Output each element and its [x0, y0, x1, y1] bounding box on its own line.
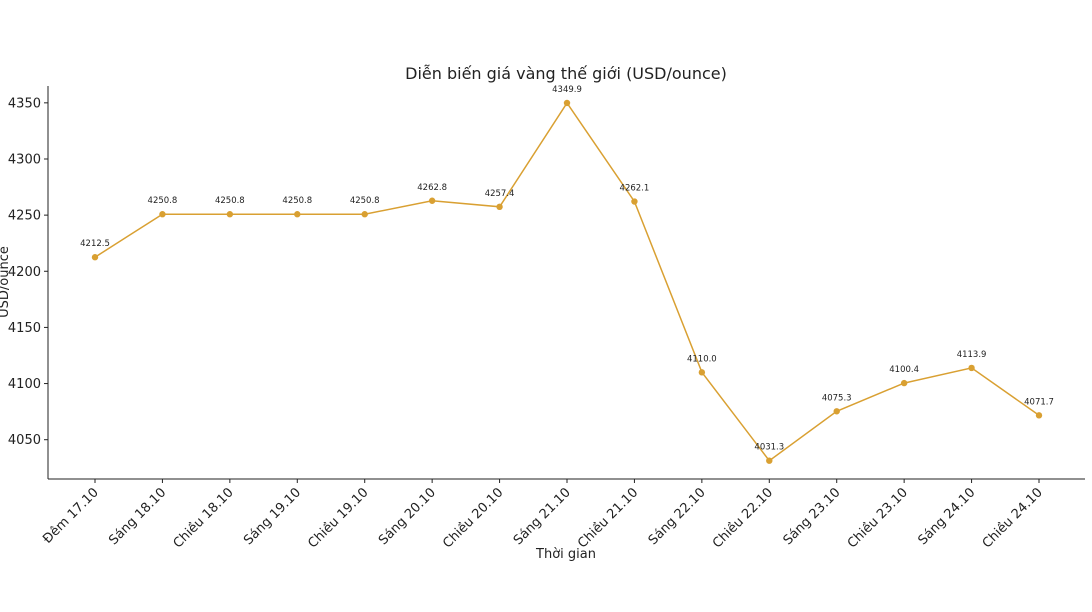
data-label: 4250.8 [350, 196, 380, 206]
data-point [631, 198, 638, 205]
data-series [91, 99, 1043, 464]
data-point [361, 211, 368, 218]
x-axis-label: Thời gian [535, 547, 596, 562]
data-point [428, 197, 436, 204]
data-label: 4212.5 [80, 239, 110, 249]
axes [47, 86, 1085, 480]
x-tick-label: Sáng 18.10 [106, 485, 169, 548]
data-labels: 4212.5 4250.8 4250.8 4250.8 4250.8 4262.8 4257… [80, 85, 1054, 453]
y-tick-label: 4150 [8, 321, 41, 336]
data-point [496, 203, 503, 211]
chart-title: Diễn biến giá vàng thế giới (USD/ounce) [405, 64, 727, 83]
data-label: 4250.8 [148, 196, 178, 206]
data-point [91, 254, 99, 261]
y-tick-label: 4350 [8, 96, 41, 111]
data-point [159, 211, 166, 218]
y-tick-label: 4100 [8, 377, 41, 392]
y-tick-label: 4050 [8, 433, 41, 448]
x-tick-label: Sáng 21.10 [511, 485, 574, 548]
data-label: 4071.7 [1024, 397, 1054, 407]
y-axis-ticks: 4050 4100 4150 4200 4250 4300 4350 [8, 96, 48, 448]
data-point [698, 369, 706, 376]
x-tick-label: Chiều 21.10 [575, 485, 641, 551]
data-point [968, 364, 975, 372]
x-tick-label: Chiều 24.10 [980, 485, 1046, 551]
x-tick-label: Chiều 18.10 [171, 485, 237, 551]
data-point [294, 211, 301, 218]
data-label: 4349.9 [552, 85, 582, 95]
x-tick-label: Sáng 19.10 [241, 485, 304, 548]
data-point [1035, 412, 1043, 419]
data-label: 4250.8 [282, 196, 312, 206]
y-tick-label: 4250 [8, 209, 41, 224]
data-label: 4250.8 [215, 196, 245, 206]
data-label: 4257.4 [485, 189, 515, 199]
data-point [226, 211, 234, 218]
x-tick-label: Sáng 20.10 [376, 485, 439, 548]
data-label: 4113.9 [957, 350, 987, 360]
x-tick-label: Sáng 24.10 [915, 485, 978, 548]
series-line [94, 101, 1040, 462]
data-label: 4262.1 [620, 184, 650, 194]
data-label: 4262.8 [417, 183, 447, 193]
data-point [900, 379, 908, 387]
y-tick-label: 4300 [8, 152, 41, 167]
data-label: 4110.0 [687, 354, 717, 364]
data-point [833, 408, 840, 415]
data-label: 4075.3 [822, 393, 852, 403]
data-label: 4100.4 [889, 365, 919, 375]
data-point [563, 99, 571, 107]
data-point [766, 457, 773, 464]
x-tick-label: Chiều 22.10 [710, 485, 776, 551]
x-tick-label: Chiều 20.10 [440, 485, 506, 551]
x-tick-label: Đêm 17.10 [40, 485, 102, 547]
x-tick-label: Sáng 22.10 [646, 485, 709, 548]
data-label: 4031.3 [754, 443, 784, 453]
y-tick-label: 4200 [8, 265, 41, 280]
x-axis-ticks: Đêm 17.10 Sáng 18.10 Chiều 18.10 Sáng 19.10… [40, 479, 1046, 551]
x-tick-label: Chiều 23.10 [845, 485, 911, 551]
x-tick-label: Sáng 23.10 [781, 485, 844, 548]
x-tick-label: Chiều 19.10 [305, 485, 371, 551]
y-axis-label: USD/ounce [0, 246, 12, 318]
